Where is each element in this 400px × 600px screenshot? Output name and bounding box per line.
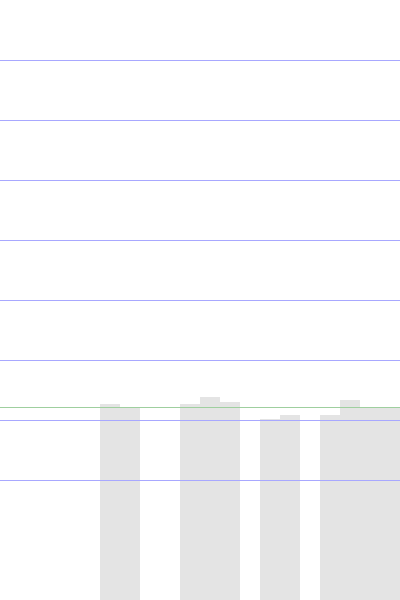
bar-5: [100, 404, 120, 600]
bar-9: [180, 404, 200, 600]
bar-13: [260, 419, 280, 600]
bar-16: [320, 415, 340, 600]
bar-11: [220, 402, 240, 600]
bar-14: [280, 415, 300, 600]
bar-10: [200, 397, 220, 600]
bar-6: [120, 408, 140, 600]
grid-lines: [0, 60, 400, 481]
bar-17: [340, 400, 360, 600]
bar-series: [100, 397, 400, 600]
bar-18: [360, 407, 380, 600]
bar-19: [380, 407, 400, 600]
